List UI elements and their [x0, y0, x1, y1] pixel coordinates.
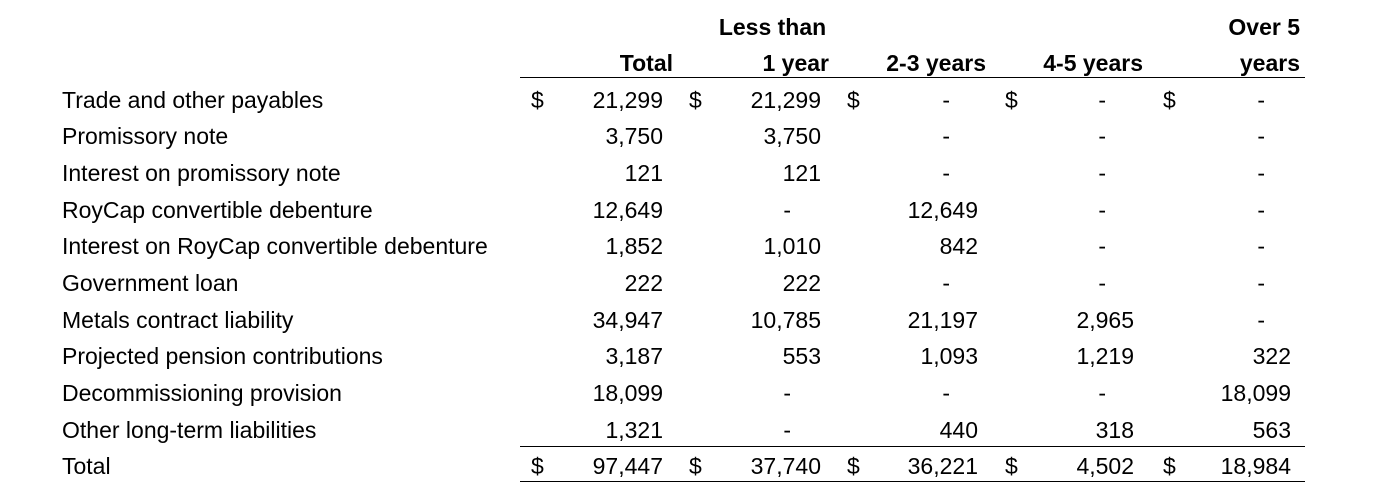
currency-symbol: $	[689, 87, 702, 113]
row-label: Projected pension contributions	[62, 343, 383, 369]
row-label: Interest on promissory note	[62, 160, 341, 186]
cell-over5: 322	[1252, 343, 1291, 369]
cell-over5: 18,984	[1220, 453, 1291, 479]
cell-lt1: 10,785	[750, 307, 821, 333]
cell-lt1: 3,750	[763, 123, 821, 149]
cell-y45: 318	[1095, 417, 1134, 443]
row-label: Government loan	[62, 270, 239, 296]
cell-over5: 18,099	[1220, 380, 1291, 406]
row-label: Metals contract liability	[62, 307, 294, 333]
cell-over5: -	[1257, 270, 1265, 296]
currency-symbol: $	[1163, 87, 1176, 113]
cell-over5: -	[1257, 307, 1265, 333]
cell-total: 222	[624, 270, 663, 296]
header-less-than-line2: 1 year	[762, 50, 829, 76]
cell-total: 34,947	[592, 307, 663, 333]
cell-lt1: 1,010	[763, 233, 821, 259]
total-bottom-rule	[520, 481, 1305, 482]
currency-symbol: $	[847, 87, 860, 113]
cell-y45: 2,965	[1076, 307, 1134, 333]
currency-symbol: $	[1005, 87, 1018, 113]
cell-y45: -	[1098, 123, 1106, 149]
row-label: Promissory note	[62, 123, 229, 149]
cell-lt1: 222	[782, 270, 821, 296]
cell-total: 21,299	[592, 87, 663, 113]
cell-y23: -	[942, 123, 950, 149]
cell-y23: 21,197	[907, 307, 978, 333]
cell-total: 12,649	[592, 197, 663, 223]
cell-lt1: -	[783, 417, 791, 443]
cell-lt1: -	[783, 197, 791, 223]
currency-symbol: $	[531, 87, 544, 113]
cell-over5: -	[1257, 123, 1265, 149]
cell-total: 18,099	[592, 380, 663, 406]
row-label: Interest on RoyCap convertible debenture	[62, 233, 488, 259]
row-label: RoyCap convertible debenture	[62, 197, 373, 223]
header-total: Total	[619, 50, 673, 76]
cell-y45: 1,219	[1076, 343, 1134, 369]
header-less-than-line1: Less than	[718, 14, 827, 40]
cell-y45: -	[1098, 197, 1106, 223]
header-over5-line1: Over 5	[1228, 14, 1300, 40]
cell-over5: -	[1257, 160, 1265, 186]
cell-y23: -	[942, 380, 950, 406]
cell-total: 3,187	[605, 343, 663, 369]
header-4-5-years: 4-5 years	[1043, 50, 1143, 76]
cell-y45: 4,502	[1076, 453, 1134, 479]
cell-y45: -	[1098, 270, 1106, 296]
cell-y45: -	[1098, 380, 1106, 406]
cell-total: 1,321	[605, 417, 663, 443]
cell-y45: -	[1098, 87, 1106, 113]
total-top-rule	[520, 446, 1305, 447]
currency-symbol: $	[531, 453, 544, 479]
cell-y23: -	[942, 270, 950, 296]
cell-total: 1,852	[605, 233, 663, 259]
currency-symbol: $	[689, 453, 702, 479]
row-label: Total	[62, 453, 111, 479]
cell-y23: 36,221	[907, 453, 978, 479]
cell-y23: -	[942, 87, 950, 113]
row-label: Other long-term liabilities	[62, 417, 317, 443]
cell-total: 121	[624, 160, 663, 186]
cell-y23: 12,649	[907, 197, 978, 223]
cell-y23: -	[942, 160, 950, 186]
cell-y23: 1,093	[920, 343, 978, 369]
cell-over5: -	[1257, 197, 1265, 223]
header-over5-line2: years	[1239, 50, 1300, 76]
cell-lt1: 121	[782, 160, 821, 186]
header-rule	[520, 77, 1305, 78]
cell-over5: 563	[1252, 417, 1291, 443]
cell-y23: 842	[939, 233, 978, 259]
row-label: Decommissioning provision	[62, 380, 342, 406]
cell-y23: 440	[939, 417, 978, 443]
cell-lt1: 553	[782, 343, 821, 369]
currency-symbol: $	[1005, 453, 1018, 479]
cell-over5: -	[1257, 233, 1265, 259]
header-2-3-years: 2-3 years	[886, 50, 986, 76]
cell-lt1: -	[783, 380, 791, 406]
cell-total: 3,750	[605, 123, 663, 149]
cell-lt1: 21,299	[750, 87, 821, 113]
currency-symbol: $	[1163, 453, 1176, 479]
cell-total: 97,447	[592, 453, 663, 479]
cell-y45: -	[1098, 233, 1106, 259]
cell-lt1: 37,740	[750, 453, 821, 479]
row-label: Trade and other payables	[62, 87, 324, 113]
cell-over5: -	[1257, 87, 1265, 113]
currency-symbol: $	[847, 453, 860, 479]
cell-y45: -	[1098, 160, 1106, 186]
